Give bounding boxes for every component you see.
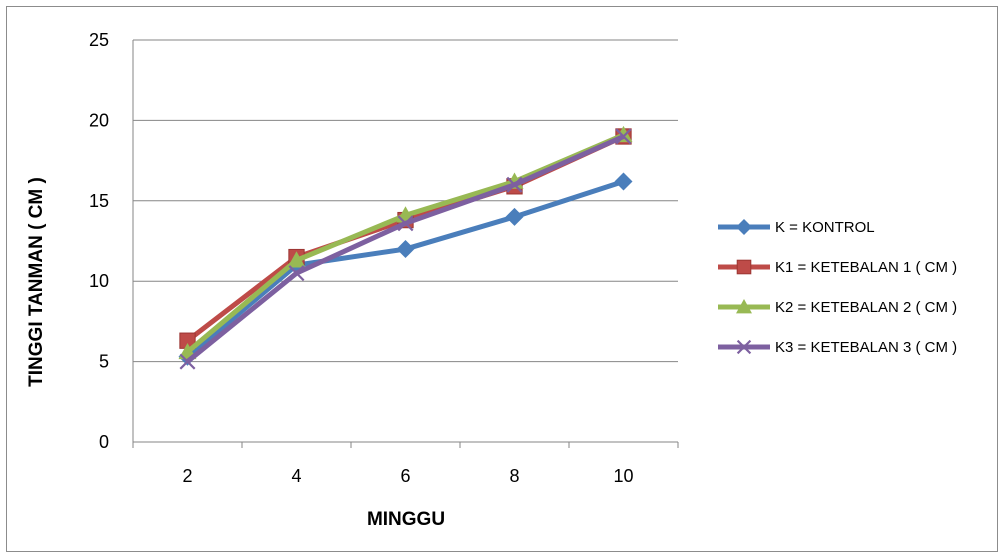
x-tick-label: 10 bbox=[613, 466, 633, 486]
data-point-marker bbox=[506, 208, 524, 226]
data-point-marker bbox=[397, 240, 415, 258]
legend: K = KONTROL K1 = KETEBALAN 1 ( CM ) K2 = K… bbox=[718, 219, 957, 356]
legend-label: K1 = KETEBALAN 1 ( CM ) bbox=[775, 259, 957, 276]
x-tick-label: 4 bbox=[291, 466, 301, 486]
y-tick-labels: 0 5 10 15 20 25 bbox=[89, 30, 109, 452]
data-point-marker bbox=[737, 260, 751, 274]
y-tick-label: 10 bbox=[89, 271, 109, 291]
y-axis-title: TINGGI TANMAN ( CM ) bbox=[26, 177, 47, 387]
legend-item: K = KONTROL bbox=[718, 219, 875, 236]
x-tick-label: 6 bbox=[400, 466, 410, 486]
legend-item: K1 = KETEBALAN 1 ( CM ) bbox=[718, 259, 957, 276]
x-tick-label: 8 bbox=[509, 466, 519, 486]
legend-label: K2 = KETEBALAN 2 ( CM ) bbox=[775, 299, 957, 316]
y-tick-label: 25 bbox=[89, 30, 109, 50]
series-lines bbox=[179, 126, 633, 369]
legend-label: K = KONTROL bbox=[775, 219, 875, 236]
y-tick-label: 15 bbox=[89, 191, 109, 211]
x-tick-label: 2 bbox=[182, 466, 192, 486]
legend-label: K3 = KETEBALAN 3 ( CM ) bbox=[775, 339, 957, 356]
data-point-marker bbox=[736, 219, 752, 235]
legend-item: K3 = KETEBALAN 3 ( CM ) bbox=[718, 339, 957, 356]
y-tick-label: 5 bbox=[99, 352, 109, 372]
x-axis-title: MINGGU bbox=[367, 509, 445, 530]
y-tick-label: 0 bbox=[99, 432, 109, 452]
data-point-marker bbox=[615, 173, 633, 191]
x-tick-labels: 2 4 6 8 10 bbox=[182, 466, 633, 486]
y-tick-label: 20 bbox=[89, 110, 109, 130]
legend-item: K2 = KETEBALAN 2 ( CM ) bbox=[718, 299, 957, 316]
series-0 bbox=[179, 173, 633, 366]
